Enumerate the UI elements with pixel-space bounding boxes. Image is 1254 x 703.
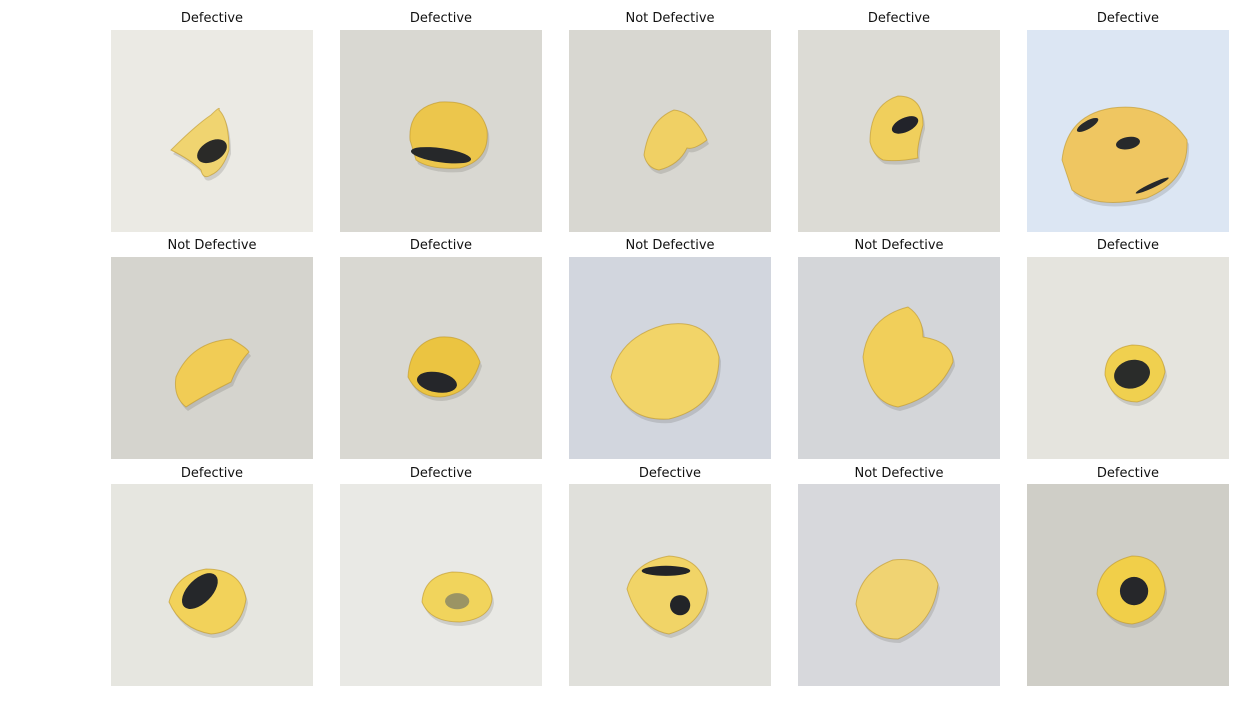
panel-title: Defective (867, 11, 931, 26)
chip-photo (340, 30, 542, 232)
chip-photo (111, 30, 313, 232)
chip-photo (569, 257, 771, 459)
chip-image (569, 257, 771, 459)
chip-photo (1027, 30, 1229, 232)
panel-title: Not Defective (854, 466, 944, 481)
panel-title: Defective (638, 466, 702, 481)
burn-spot (1135, 177, 1169, 194)
potato-chip (862, 306, 954, 408)
potato-chip (643, 109, 708, 171)
chip-image (1027, 30, 1229, 232)
chip-image (340, 484, 542, 686)
burn-spot (641, 565, 691, 576)
chip-photo (111, 257, 313, 459)
chip-photo (798, 484, 1000, 686)
burn-spot (181, 573, 218, 609)
burn-spot (1076, 117, 1099, 132)
panel-title: Defective (1096, 238, 1160, 253)
chip-photo (798, 30, 1000, 232)
chip-image (798, 30, 1000, 232)
chip-image (111, 484, 313, 686)
panel-title: Defective (409, 238, 473, 253)
chip-photo (569, 484, 771, 686)
chip-image (569, 30, 771, 232)
chip-photo (340, 257, 542, 459)
burn-spot (891, 116, 919, 134)
potato-chip (610, 323, 720, 420)
burn-spot (197, 139, 227, 164)
chip-image (340, 257, 542, 459)
panel-title: Not Defective (625, 11, 715, 26)
potato-chip (626, 555, 708, 635)
chip-image (798, 257, 1000, 459)
panel-title: Defective (180, 11, 244, 26)
burn-spot (410, 147, 472, 164)
chip-photo (569, 30, 771, 232)
burn-spot (670, 595, 691, 616)
burn-spot (1116, 136, 1140, 150)
chip-image (111, 257, 313, 459)
panel-title: Not Defective (625, 238, 715, 253)
potato-chip (175, 338, 250, 408)
panel-title: Not Defective (167, 238, 257, 253)
chip-photo (340, 484, 542, 686)
potato-chip (855, 559, 939, 640)
chip-photo (1027, 484, 1229, 686)
burn-spot (1119, 576, 1149, 606)
chip-image (111, 30, 313, 232)
potato-chip (168, 568, 247, 635)
panel-title: Defective (1096, 466, 1160, 481)
chip-photo (1027, 257, 1229, 459)
chip-image (340, 30, 542, 232)
panel-title: Defective (1096, 11, 1160, 26)
chip-image (798, 484, 1000, 686)
chip-photo (111, 484, 313, 686)
chip-image (1027, 484, 1229, 686)
chip-image (569, 484, 771, 686)
chip-photo (798, 257, 1000, 459)
burn-spot (416, 371, 457, 393)
panel-title: Defective (409, 466, 473, 481)
chip-image (1027, 257, 1229, 459)
burn-spot (445, 593, 470, 610)
burn-spot (1114, 359, 1150, 389)
potato-chip (1061, 106, 1188, 203)
panel-title: Defective (180, 466, 244, 481)
panel-title: Defective (409, 11, 473, 26)
panel-title: Not Defective (854, 238, 944, 253)
